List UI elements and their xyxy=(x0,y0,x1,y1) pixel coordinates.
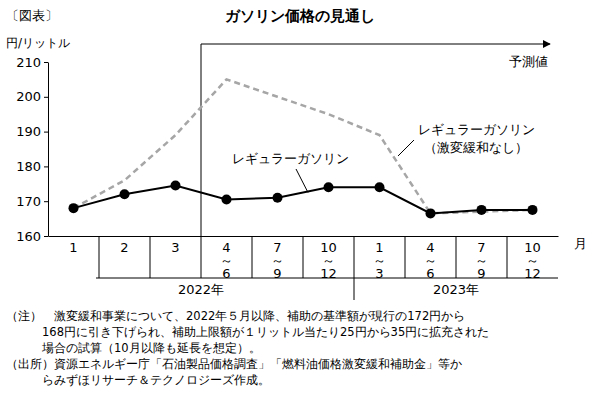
y-tick-label: 160 xyxy=(16,229,41,244)
source: らみずほリサーチ＆テクノロジーズ作成。 xyxy=(6,373,270,387)
y-tick: 170 xyxy=(16,194,48,209)
title: ガソリン価格の見通し xyxy=(225,7,375,25)
y-tick-label: 190 xyxy=(16,124,41,139)
y-tick-mark xyxy=(44,62,48,63)
series-line xyxy=(74,186,533,214)
forecast-label: 予測値 xyxy=(509,54,548,69)
series-marker xyxy=(69,203,79,213)
y-tick: 210 xyxy=(16,55,48,70)
category-separator xyxy=(354,236,355,278)
x-tick-label: 2 xyxy=(120,240,128,255)
series-marker xyxy=(120,189,130,199)
y-tick: 190 xyxy=(16,124,48,139)
x-tick-label: 7～9 xyxy=(475,240,488,281)
x-tick-label: 4～6 xyxy=(424,240,437,281)
y-tick-mark xyxy=(44,236,48,237)
y-tick: 200 xyxy=(16,89,48,104)
category-separator xyxy=(150,236,151,278)
chart: 〔図表〕 ガソリン価格の見通し円/リットル 160 170 180 190 200 210 1 2… xyxy=(0,0,600,401)
series-label-leader xyxy=(296,169,308,193)
y-tick-mark xyxy=(44,166,48,167)
category-separator xyxy=(456,236,457,278)
series-marker xyxy=(375,182,385,192)
x-tick: 7～9 xyxy=(475,240,488,281)
x-tick: 4～6 xyxy=(220,240,233,281)
x-separators xyxy=(96,236,558,300)
x-tick-label: 1 xyxy=(69,240,77,255)
x-tick-label: 3 xyxy=(171,240,179,255)
category-separator xyxy=(99,236,100,278)
note: 168円に引き下げられ、補助上限額が１リットル当たり25円から35円に拡充された xyxy=(6,325,489,339)
series-marker xyxy=(528,205,538,215)
y-axis-line xyxy=(48,63,49,237)
forecast-arrow xyxy=(201,44,550,45)
x-tick: 10～12 xyxy=(320,240,337,281)
x-tick-label: 1～3 xyxy=(373,240,386,281)
year-separator xyxy=(354,278,355,300)
x-tick: 4～6 xyxy=(424,240,437,281)
y-tick-mark xyxy=(44,97,48,98)
forecast-line xyxy=(201,44,202,236)
x-tick-label: 10～12 xyxy=(524,240,541,281)
series-marker xyxy=(273,193,283,203)
series-label-leader xyxy=(398,140,414,156)
series-marker xyxy=(171,181,181,191)
year-label: 2023年 xyxy=(433,282,479,297)
y-tick-label: 170 xyxy=(16,194,41,209)
category-separator xyxy=(252,236,253,278)
y-tick-mark xyxy=(44,201,48,202)
x-tick: 2 xyxy=(120,240,128,255)
series-marker xyxy=(222,194,232,204)
y-tick: 180 xyxy=(16,159,48,174)
category-separator xyxy=(201,236,202,278)
series-label: レギュラーガソリン xyxy=(232,151,349,166)
y-tick: 160 xyxy=(16,229,48,244)
year-row-line xyxy=(96,278,558,279)
plot-area xyxy=(69,79,538,218)
y-tick-mark xyxy=(44,132,48,133)
x-tick: 1～3 xyxy=(373,240,386,281)
series-line xyxy=(74,79,533,213)
x-axis-title: 月 xyxy=(574,236,587,251)
forecast-marker xyxy=(201,44,550,236)
series-marker xyxy=(324,182,334,192)
x-tick: 7～9 xyxy=(271,240,284,281)
source: （出所）資源エネルギー庁「石油製品価格調査」「燃料油価格激変緩和補助金」等か xyxy=(6,357,462,371)
y-tick-label: 200 xyxy=(16,89,41,104)
x-tick-label: 10～12 xyxy=(320,240,337,281)
category-separator xyxy=(507,236,508,278)
y-tick-label: 180 xyxy=(16,159,41,174)
series-label: レギュラーガソリン（激変緩和なし） xyxy=(418,122,535,155)
x-tick: 1 xyxy=(69,240,77,255)
x-tick-label: 7～9 xyxy=(271,240,284,281)
y-axis: 160 170 180 190 200 210 xyxy=(16,55,48,244)
y-axis-title: 円/リットル xyxy=(6,36,70,50)
figure-label: 〔図表〕 xyxy=(6,8,58,23)
category-separator xyxy=(303,236,304,278)
x-tick: 10～12 xyxy=(524,240,541,281)
note: 場合の試算（10月以降も延長を想定）。 xyxy=(6,341,261,355)
x-tick: 3 xyxy=(171,240,179,255)
y-tick-label: 210 xyxy=(16,55,41,70)
x-tick-label: 4～6 xyxy=(220,240,233,281)
series-marker xyxy=(426,208,436,218)
year-label: 2022年 xyxy=(178,282,224,297)
note: （注） 激変緩和事業について、2022年５月以降、補助の基準額が現行の172円か… xyxy=(6,309,465,323)
series-marker xyxy=(477,205,487,215)
category-separator xyxy=(405,236,406,278)
x-axis: 1 2 3 4～6 7～9 10～12 1～3 4～6 7～9 10～12 xyxy=(49,237,559,282)
